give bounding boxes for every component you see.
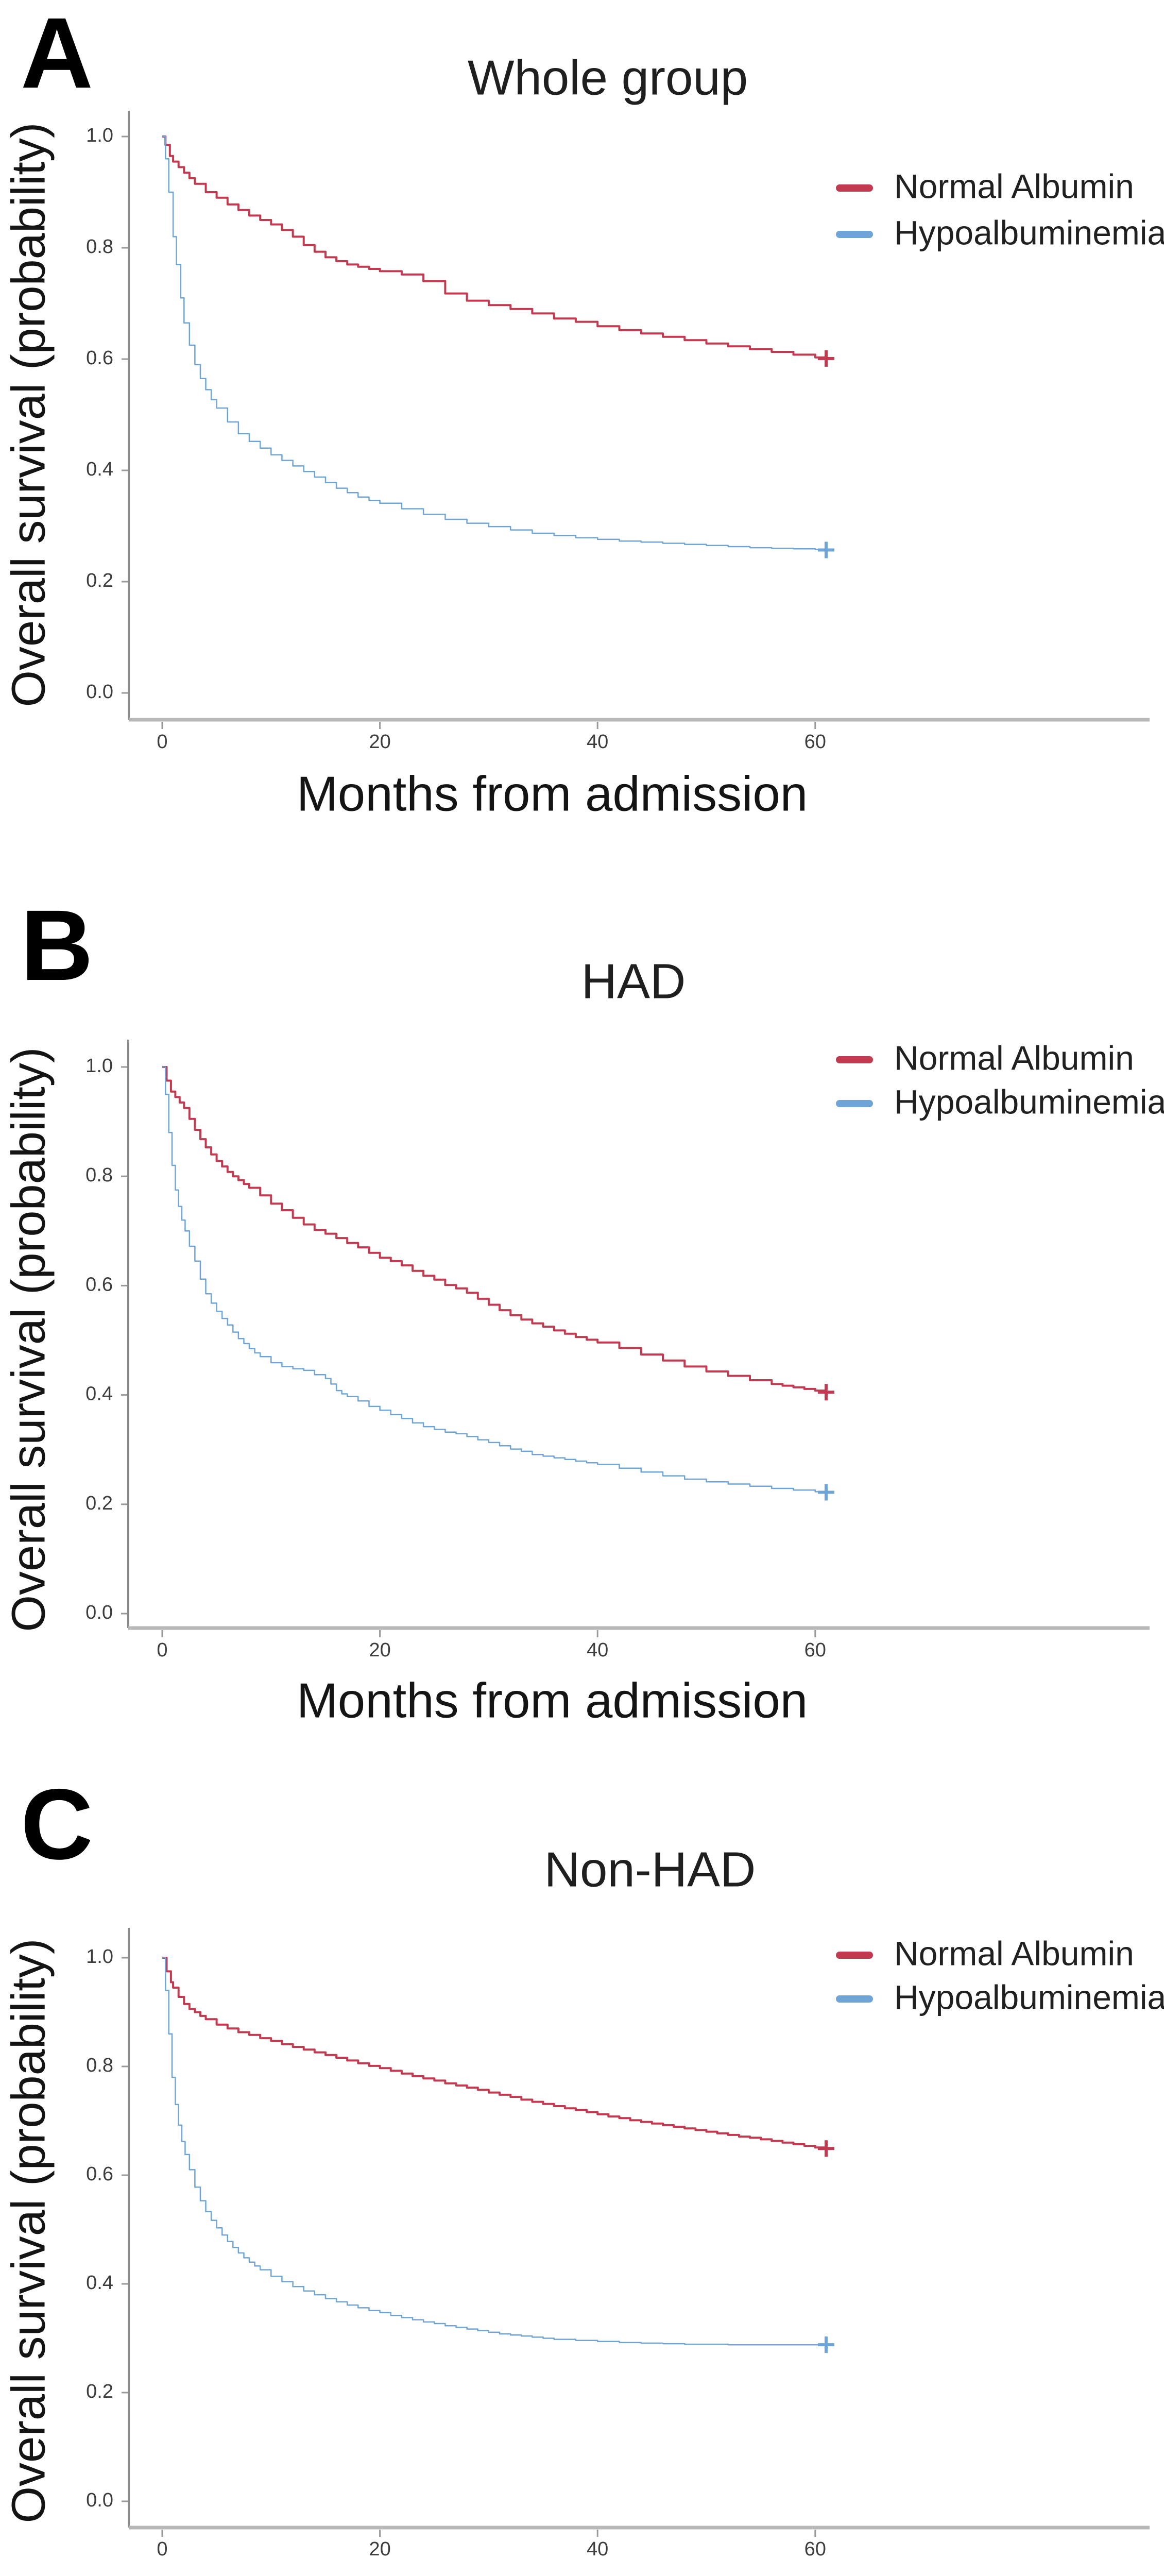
survival-curves xyxy=(162,1957,834,2353)
survival-curves xyxy=(162,1066,834,1501)
x-tick-label: 20 xyxy=(369,2538,390,2560)
y-tick-label: 1.0 xyxy=(86,125,113,146)
legend-swatch-hypoalbuminemia xyxy=(836,1995,873,2003)
legend: Normal Albumin Hypoalbuminemia xyxy=(836,167,1164,251)
y-tick-label: 0.0 xyxy=(86,2489,113,2511)
legend-label-normal-albumin: Normal Albumin xyxy=(894,1039,1134,1077)
y-tick-label: 0.0 xyxy=(85,1602,113,1623)
x-tick-labels: 0 20 40 60 xyxy=(157,1630,826,1661)
legend-label-hypoalbuminemia: Hypoalbuminemia xyxy=(894,213,1164,251)
y-tick-label: 0.6 xyxy=(86,2163,113,2185)
legend-swatch-normal-albumin xyxy=(836,184,873,192)
panel-letter-c: C xyxy=(21,1768,93,1880)
panel-had: B HAD Overall survival (probability) Mon… xyxy=(2,889,1164,1728)
y-tick-label: 0.2 xyxy=(86,2381,113,2402)
x-tick-label: 20 xyxy=(369,1639,390,1661)
censor-plus-marker xyxy=(817,350,834,367)
y-tick-labels: 1.0 0.8 0.6 0.4 0.2 0.0 xyxy=(86,1946,128,2511)
y-tick-label: 0.4 xyxy=(86,2272,113,2294)
y-tick-label: 0.2 xyxy=(85,1493,113,1514)
legend-swatch-normal-albumin xyxy=(836,1952,873,1959)
legend: Normal Albumin Hypoalbuminemia xyxy=(836,1934,1164,2016)
censor-plus-marker xyxy=(817,2140,834,2157)
panel-non-had: C Non-HAD Overall survival (probability)… xyxy=(2,1768,1164,2576)
legend-label-normal-albumin: Normal Albumin xyxy=(894,167,1134,205)
y-axis-label: Overall survival (probability) xyxy=(2,1939,55,2523)
km-curve-normal-albumin xyxy=(162,1066,827,1393)
panel-letter-b: B xyxy=(21,889,93,1002)
y-tick-label: 0.2 xyxy=(86,570,113,591)
legend-swatch-hypoalbuminemia xyxy=(836,1100,873,1107)
y-tick-label: 0.8 xyxy=(86,2055,113,2076)
y-axis-label: Overall survival (probability) xyxy=(2,123,55,707)
legend: Normal Albumin Hypoalbuminemia xyxy=(836,1039,1164,1121)
panel-whole-group: A Whole group Overall survival (probabil… xyxy=(2,0,1164,821)
x-tick-label: 60 xyxy=(804,731,826,753)
km-curve-normal-albumin xyxy=(162,1957,827,2149)
panel-title: Non-HAD xyxy=(544,1842,756,1897)
y-tick-label: 0.8 xyxy=(85,1164,113,1186)
y-axis-label: Overall survival (probability) xyxy=(2,1047,55,1632)
x-tick-label: 40 xyxy=(587,2538,608,2560)
x-tick-label: 0 xyxy=(157,2538,167,2560)
panel-title: HAD xyxy=(581,954,686,1009)
x-axis-label: Months from admission xyxy=(297,1673,808,1728)
legend-label-normal-albumin: Normal Albumin xyxy=(894,1934,1134,1972)
x-tick-label: 60 xyxy=(804,1639,826,1661)
km-curve-hypoalbuminemia xyxy=(162,1066,827,1493)
y-tick-label: 0.4 xyxy=(86,459,113,480)
x-tick-label: 0 xyxy=(157,731,167,753)
y-tick-label: 1.0 xyxy=(86,1946,113,1968)
legend-swatch-normal-albumin xyxy=(836,1056,873,1063)
legend-label-hypoalbuminemia: Hypoalbuminemia xyxy=(894,1978,1164,2016)
y-tick-label: 0.6 xyxy=(86,347,113,369)
x-tick-label: 40 xyxy=(587,731,608,753)
survival-curves xyxy=(162,135,834,558)
x-tick-label: 0 xyxy=(157,1639,167,1661)
y-tick-labels: 1.0 0.8 0.6 0.4 0.2 0.0 xyxy=(86,125,128,703)
y-tick-label: 1.0 xyxy=(85,1055,113,1077)
km-curve-hypoalbuminemia xyxy=(162,1957,826,2346)
censor-plus-marker xyxy=(817,2336,834,2353)
y-tick-label: 0.6 xyxy=(85,1274,113,1295)
legend-swatch-hypoalbuminemia xyxy=(836,231,873,238)
y-tick-label: 0.0 xyxy=(86,681,113,703)
x-tick-label: 20 xyxy=(369,731,390,753)
y-tick-label: 0.8 xyxy=(86,236,113,258)
x-tick-labels: 0 20 40 60 xyxy=(157,722,826,753)
legend-label-hypoalbuminemia: Hypoalbuminemia xyxy=(894,1082,1164,1121)
panel-letter-a: A xyxy=(21,0,93,109)
km-curve-normal-albumin xyxy=(162,135,827,359)
censor-plus-marker xyxy=(817,541,834,558)
x-tick-label: 60 xyxy=(804,2538,826,2560)
panel-title: Whole group xyxy=(468,50,748,105)
y-tick-label: 0.4 xyxy=(85,1383,113,1405)
x-tick-labels: 0 20 40 60 xyxy=(157,2530,826,2560)
censor-plus-marker xyxy=(817,1484,834,1501)
x-axis-label: Months from admission xyxy=(297,766,808,821)
censor-plus-marker xyxy=(817,1384,834,1401)
x-tick-label: 40 xyxy=(587,1639,608,1661)
km-curve-hypoalbuminemia xyxy=(162,135,827,550)
x-axis-label: Months from admission xyxy=(297,2572,808,2576)
y-tick-labels: 1.0 0.8 0.6 0.4 0.2 0.0 xyxy=(85,1055,127,1623)
